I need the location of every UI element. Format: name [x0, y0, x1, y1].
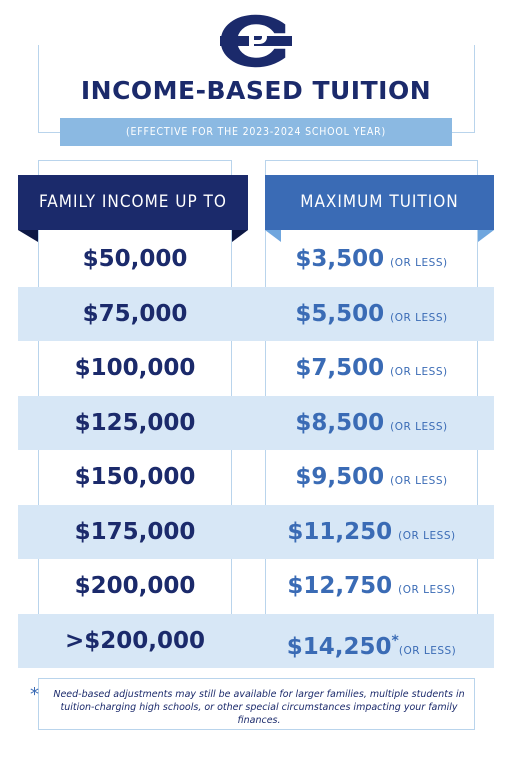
- tuition-value: $3,500: [295, 246, 385, 272]
- tuition-note: (OR LESS): [398, 529, 456, 542]
- income-cell: $175,000: [74, 518, 196, 545]
- footnote-frame: [38, 678, 475, 730]
- tuition-cell: $5,500 (OR LESS): [265, 287, 478, 342]
- tuition-value: $11,250: [287, 518, 393, 545]
- tuition-cell: $14,250*(OR LESS): [265, 614, 478, 669]
- tuition-note: (OR LESS): [398, 584, 456, 596]
- header-folds: [18, 230, 494, 242]
- column-header: FAMILY INCOME UP TO: [18, 175, 248, 230]
- tuition-note: (OR LESS): [390, 257, 448, 269]
- income-cell: $50,000: [82, 246, 188, 272]
- logo: [219, 13, 292, 69]
- tuition-cell: $11,250 (OR LESS): [265, 505, 478, 560]
- subtitle: (EFFECTIVE FOR THE 2023-2024 SCHOOL YEAR…: [60, 118, 452, 146]
- income-cell: $125,000: [74, 409, 196, 436]
- tuition-cell: $7,500 (OR LESS): [265, 341, 478, 396]
- tuition-note: (OR LESS): [398, 644, 457, 657]
- tuition-note: (OR LESS): [390, 311, 448, 324]
- income-cell: $200,000: [74, 573, 196, 599]
- income-cell: $150,000: [74, 464, 196, 490]
- tuition-value: $7,500: [295, 355, 385, 381]
- income-cell: >$200,000: [64, 627, 206, 654]
- tuition-cell: $9,500 (OR LESS): [265, 450, 478, 505]
- tuition-cell: $12,750 (OR LESS): [265, 559, 478, 614]
- tuition-marker: *: [391, 632, 399, 649]
- tuition-value: $9,500: [295, 464, 385, 490]
- tuition-note: (OR LESS): [390, 420, 448, 433]
- tuition-value: $14,250: [286, 633, 392, 660]
- column-header: MAXIMUM TUITION: [265, 175, 494, 230]
- footnote: Need-based adjustments may still be avai…: [53, 689, 465, 726]
- row-band: [18, 613, 494, 668]
- tuition-note: (OR LESS): [390, 366, 448, 378]
- tuition-cell: $8,500 (OR LESS): [265, 396, 478, 451]
- tuition-value: $5,500: [295, 300, 385, 327]
- row-band: [18, 504, 494, 559]
- income-cell: $75,000: [82, 300, 188, 327]
- row-band: [18, 286, 494, 341]
- tuition-note: (OR LESS): [390, 475, 448, 487]
- income-cell: $100,000: [74, 355, 196, 381]
- tuition-value: $8,500: [295, 409, 385, 436]
- title: INCOME-BASED TUITION: [80, 76, 432, 105]
- tuition-value: $12,750: [287, 573, 393, 599]
- row-band: [18, 395, 494, 450]
- tuition-cell: $3,500 (OR LESS): [265, 232, 478, 287]
- footnote-mark: *: [30, 684, 39, 705]
